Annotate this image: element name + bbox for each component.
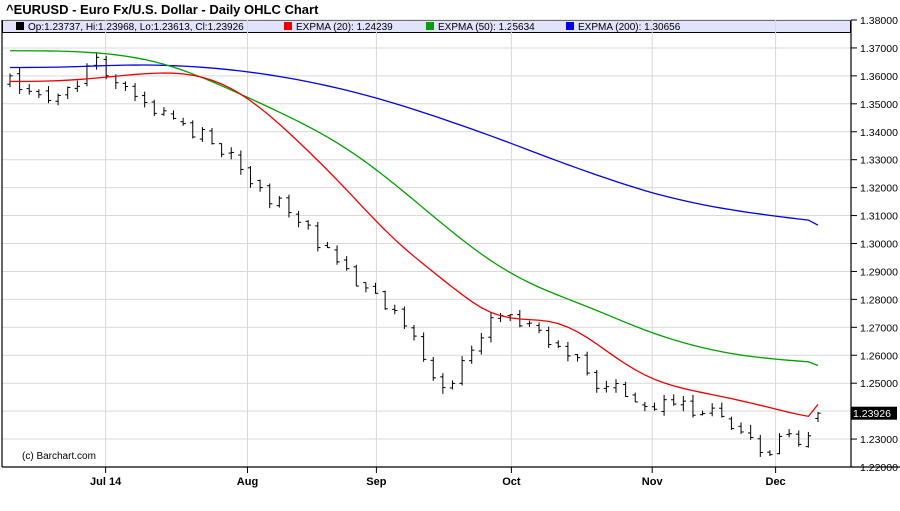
svg-text:1.26000: 1.26000 [860,350,898,362]
svg-text:Nov: Nov [642,476,664,488]
svg-text:1.32000: 1.32000 [860,183,898,195]
svg-text:1.27000: 1.27000 [860,322,898,334]
svg-text:Aug: Aug [237,476,258,488]
svg-text:1.25000: 1.25000 [860,378,898,390]
svg-text:1.23000: 1.23000 [860,434,898,446]
svg-text:1.33000: 1.33000 [860,155,898,167]
svg-text:Sep: Sep [366,476,386,488]
svg-text:1.34000: 1.34000 [860,127,898,139]
svg-text:1.36000: 1.36000 [860,71,898,83]
svg-text:1.22000: 1.22000 [860,462,898,474]
svg-text:1.37000: 1.37000 [860,43,898,55]
svg-text:1.23926: 1.23926 [853,408,891,420]
svg-text:Oct: Oct [502,476,521,488]
svg-text:1.38000: 1.38000 [860,15,898,27]
svg-text:(c) Barchart.com: (c) Barchart.com [22,451,96,462]
svg-text:1.29000: 1.29000 [860,266,898,278]
svg-text:Dec: Dec [766,476,786,488]
svg-text:1.28000: 1.28000 [860,294,898,306]
svg-text:1.35000: 1.35000 [860,99,898,111]
svg-text:Jul 14: Jul 14 [90,476,122,488]
svg-text:1.30000: 1.30000 [860,239,898,251]
svg-text:1.31000: 1.31000 [860,211,898,223]
